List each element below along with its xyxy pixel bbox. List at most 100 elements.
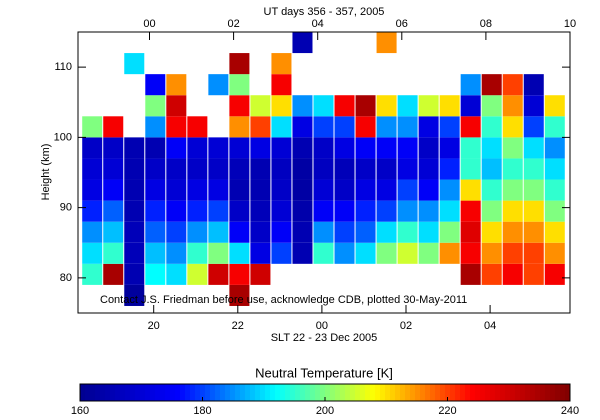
colorbar-swatch [470,384,476,401]
heat-cell [544,95,565,117]
colorbar-swatch [525,384,531,401]
heat-cell [481,158,502,180]
colorbar-swatch [140,384,146,401]
heat-cell [166,137,187,159]
heat-cell [187,242,208,264]
heat-cell [460,116,481,138]
heat-cell [145,242,166,264]
colorbar-swatch [510,384,516,401]
heat-cell [523,137,544,159]
heat-cell [376,200,397,222]
heat-cell [355,179,376,201]
heat-cell [544,137,565,159]
heat-cell [166,263,187,285]
heat-cell [502,137,523,159]
colorbar-swatch [165,384,171,401]
heat-cell [250,221,271,243]
colorbar-tick-label: 240 [561,405,579,417]
colorbar-swatch [425,384,431,401]
colorbar-tick-label: 180 [193,405,211,417]
heat-cell [250,263,271,285]
heat-cell [418,200,439,222]
heat-cell [376,179,397,201]
heat-cell [439,200,460,222]
heat-cell [208,242,229,264]
heat-cell [271,74,292,96]
heat-cell [523,179,544,201]
heat-cell [271,137,292,159]
colorbar-swatch [220,384,226,401]
colorbar-swatch [390,384,396,401]
heat-cell [481,242,502,264]
colorbar-swatch [105,384,111,401]
heat-cell [313,116,334,138]
heat-cell [166,179,187,201]
heat-cell [103,221,124,243]
heat-cell [82,179,103,201]
colorbar-swatch [130,384,136,401]
heat-cell [439,95,460,117]
heat-cell [145,74,166,96]
heat-cell [439,137,460,159]
colorbar-swatch [160,384,166,401]
heat-cell [397,158,418,180]
colorbar-swatch [275,384,281,401]
heat-cell [481,74,502,96]
heat-cell [544,242,565,264]
heat-cell [103,179,124,201]
colorbar-swatch [265,384,271,401]
heat-cell [187,263,208,285]
heat-cell [418,137,439,159]
heat-cell [229,116,250,138]
heat-cell [229,221,250,243]
heat-cell [334,95,355,117]
heat-cell [355,200,376,222]
heat-cell [82,263,103,285]
heat-cell [397,200,418,222]
colorbar-swatch [225,384,231,401]
colorbar-swatch [210,384,216,401]
heat-cell [481,179,502,201]
heat-cell [187,221,208,243]
colorbar-swatch [315,384,321,401]
heat-cell [481,116,502,138]
colorbar-swatch [490,384,496,401]
heat-cell [103,116,124,138]
heat-cell [376,32,397,54]
colorbar-swatch [205,384,211,401]
heat-cell [208,179,229,201]
heat-cell [250,179,271,201]
heat-cell [124,263,145,285]
colorbar-swatch [175,384,181,401]
heat-cell [82,242,103,264]
heat-cell [460,221,481,243]
heat-cell [145,158,166,180]
colorbar-swatch [95,384,101,401]
colorbar-swatch [185,384,191,401]
heat-cell [166,158,187,180]
heat-cell [460,200,481,222]
heat-cell [439,116,460,138]
colorbar-swatch [495,384,501,401]
heat-cell [145,137,166,159]
colorbar-swatch [560,384,566,401]
heat-cell [187,158,208,180]
heat-cell [82,137,103,159]
colorbar-swatch [190,384,196,401]
colorbar-swatch [520,384,526,401]
colorbar-swatch [480,384,486,401]
heat-cell [418,95,439,117]
colorbar-swatch [375,384,381,401]
colorbar-swatch [230,384,236,401]
colorbar-swatch [125,384,131,401]
heat-cell [544,179,565,201]
heat-cell [502,221,523,243]
heat-cell [418,179,439,201]
colorbar-swatch [180,384,186,401]
heat-cell [145,263,166,285]
heat-cell [418,242,439,264]
heat-cell [292,158,313,180]
heat-cell [355,221,376,243]
colorbar-swatch [460,384,466,401]
heat-cell [250,95,271,117]
